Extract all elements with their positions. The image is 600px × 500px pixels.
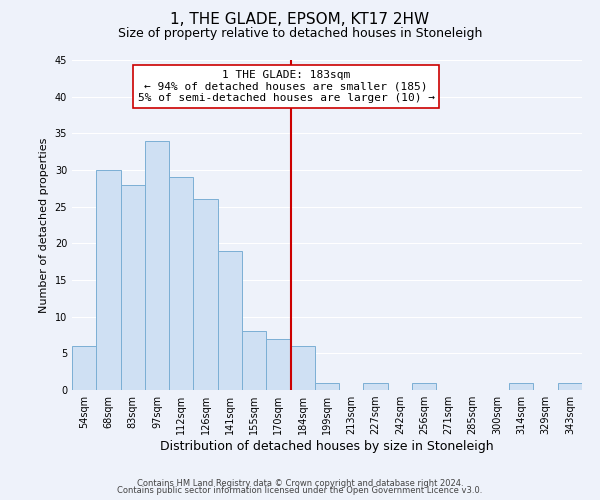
Bar	[315, 382, 339, 390]
Bar	[121, 184, 145, 390]
Y-axis label: Number of detached properties: Number of detached properties	[39, 138, 49, 312]
Text: Size of property relative to detached houses in Stoneleigh: Size of property relative to detached ho…	[118, 28, 482, 40]
Bar	[558, 382, 582, 390]
Bar	[193, 200, 218, 390]
Bar	[218, 250, 242, 390]
Bar	[509, 382, 533, 390]
Bar	[412, 382, 436, 390]
Text: 1, THE GLADE, EPSOM, KT17 2HW: 1, THE GLADE, EPSOM, KT17 2HW	[170, 12, 430, 28]
Text: 1 THE GLADE: 183sqm
← 94% of detached houses are smaller (185)
5% of semi-detach: 1 THE GLADE: 183sqm ← 94% of detached ho…	[138, 70, 434, 103]
Bar	[145, 140, 169, 390]
Bar	[364, 382, 388, 390]
Bar	[169, 178, 193, 390]
Text: Contains public sector information licensed under the Open Government Licence v3: Contains public sector information licen…	[118, 486, 482, 495]
Text: Contains HM Land Registry data © Crown copyright and database right 2024.: Contains HM Land Registry data © Crown c…	[137, 478, 463, 488]
Bar	[242, 332, 266, 390]
Bar	[266, 338, 290, 390]
Bar	[290, 346, 315, 390]
Bar	[96, 170, 121, 390]
X-axis label: Distribution of detached houses by size in Stoneleigh: Distribution of detached houses by size …	[160, 440, 494, 453]
Bar	[72, 346, 96, 390]
